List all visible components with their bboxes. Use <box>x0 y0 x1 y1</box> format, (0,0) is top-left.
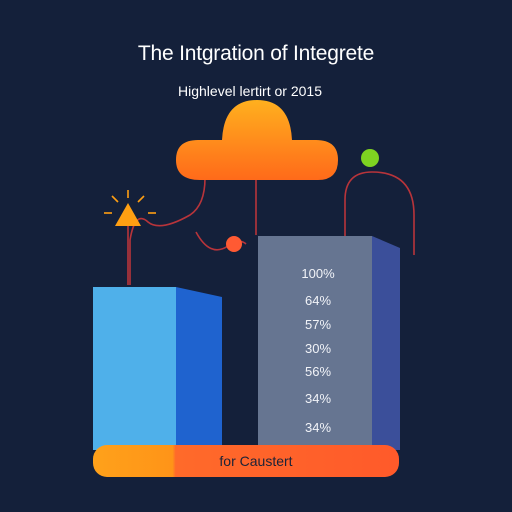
connector-line-cloud-left <box>129 177 206 285</box>
infographic-subtitle: Highlevel lertirt or 2015 <box>178 83 322 99</box>
cloud-icon <box>176 100 338 180</box>
right-bar-3d <box>258 236 400 450</box>
infographic-title: The Intgration of Integrete <box>137 42 375 65</box>
left-bar-3d <box>93 287 222 450</box>
percent-label: 100% <box>301 266 335 281</box>
percent-label: 34% <box>304 420 332 435</box>
base-bar <box>93 445 399 477</box>
percent-label: 56% <box>304 364 332 379</box>
percent-label: 64% <box>304 293 332 308</box>
footer-label: for Caustert <box>219 453 293 469</box>
status-dot-green <box>361 149 379 167</box>
connector-line-right-loop <box>344 171 415 255</box>
status-dot-orange <box>226 236 242 252</box>
warning-triangle-icon <box>104 190 156 226</box>
percent-label: 57% <box>304 317 332 332</box>
percent-label: 34% <box>304 391 332 406</box>
percent-label: 30% <box>304 341 332 356</box>
